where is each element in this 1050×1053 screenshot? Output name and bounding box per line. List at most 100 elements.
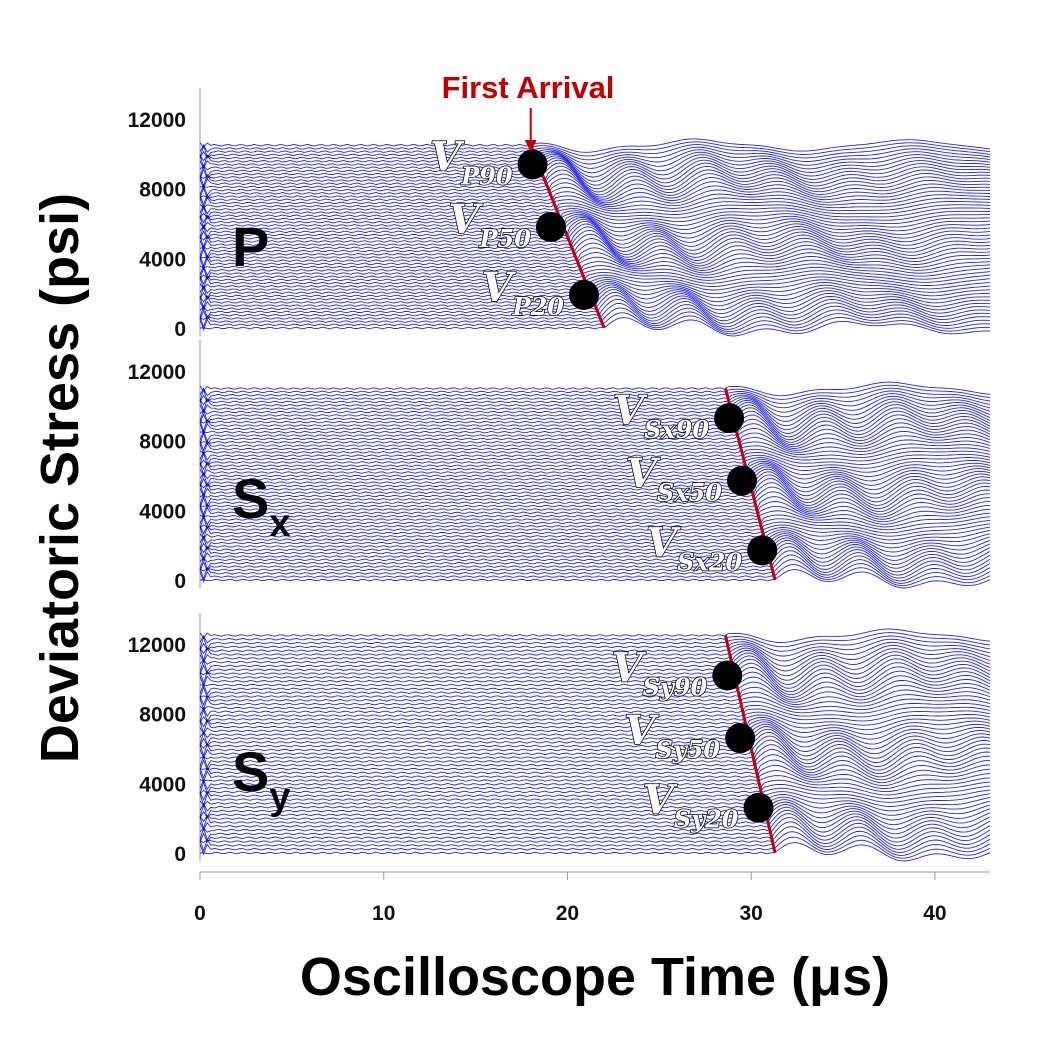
waveform-trace xyxy=(199,169,991,198)
waveform-trace xyxy=(200,671,991,698)
waveform-trace xyxy=(199,744,991,775)
waveform-trace xyxy=(199,155,991,182)
waveform-trace xyxy=(199,666,991,696)
waveform-trace xyxy=(199,708,991,723)
waveform-trace xyxy=(199,791,991,808)
waveform-trace xyxy=(199,804,991,830)
waveform-trace xyxy=(199,681,991,703)
waveform-trace xyxy=(199,265,991,281)
velocity-marker xyxy=(714,403,745,434)
waveform-trace xyxy=(199,638,991,657)
y-tick-label: 0 xyxy=(174,318,186,341)
waveform-trace xyxy=(199,478,991,510)
waveform-trace xyxy=(199,655,991,685)
velocity-label-subscript: Sy20 xyxy=(674,805,739,834)
waveform-trace xyxy=(199,662,991,693)
waveform-trace xyxy=(199,307,991,333)
waveform-trace xyxy=(199,427,991,449)
waveform-trace xyxy=(199,496,991,520)
waveform-trace xyxy=(199,151,991,174)
y-tick-label: 12000 xyxy=(128,361,186,384)
waveform-trace xyxy=(199,205,991,220)
waveform-trace xyxy=(199,223,991,255)
waveform-trace xyxy=(199,210,990,226)
waveform-trace xyxy=(199,202,991,215)
velocity-label-subscript: Sy50 xyxy=(655,735,720,764)
waveform-trace xyxy=(199,291,991,322)
waveform-trace xyxy=(199,652,991,681)
waveform-trace xyxy=(199,486,990,515)
x-axis-ticks: 0 10 20 30 40 xyxy=(194,871,990,925)
waveform-trace xyxy=(199,537,991,565)
waveform-trace xyxy=(199,459,991,477)
waveform-trace xyxy=(199,138,991,153)
waveform-trace xyxy=(199,686,991,706)
velocity-label-subscript: Sx20 xyxy=(677,547,742,576)
waveform-trace xyxy=(199,271,991,287)
waveform-trace xyxy=(199,387,991,404)
waveform-trace xyxy=(199,721,991,745)
waveform-trace xyxy=(199,635,991,652)
waveform-trace xyxy=(199,381,991,397)
waveform-trace xyxy=(199,233,991,264)
waveform-trace xyxy=(199,217,991,243)
y-axis-title: Deviatoric Stress (psi) xyxy=(30,193,90,763)
velocity-label: VSy20 xyxy=(643,777,739,834)
waveform-trace xyxy=(199,418,991,446)
waveform-trace xyxy=(199,312,990,335)
x-axis-title: Oscilloscope Time (μs) xyxy=(300,947,890,1007)
waveform-trace xyxy=(199,295,991,325)
waveform-trace xyxy=(199,401,991,431)
y-tick-label: 8000 xyxy=(139,704,186,727)
waveform-trace xyxy=(199,731,991,763)
waveform-trace xyxy=(199,501,991,523)
waveform-trace xyxy=(199,719,991,740)
y-tick-label: 8000 xyxy=(139,179,186,202)
waveform-trace xyxy=(199,540,991,569)
waveform-trace xyxy=(199,468,991,499)
velocity-marker xyxy=(517,149,548,180)
velocity-marker xyxy=(568,279,599,310)
panel-label-subscript: x xyxy=(269,503,290,545)
waveform-trace xyxy=(199,229,991,261)
waveform-trace xyxy=(199,809,991,839)
velocity-label-subscript: P20 xyxy=(512,292,565,321)
waveform-trace xyxy=(199,813,991,843)
waveform-trace xyxy=(199,564,991,587)
waveform-trace xyxy=(199,261,991,279)
first-arrival-annotation: First Arrival xyxy=(442,70,615,105)
waveform-trace xyxy=(199,764,991,787)
waveform-trace xyxy=(199,191,991,207)
waveform-trace xyxy=(199,165,991,196)
waveform-trace xyxy=(199,542,991,573)
waveform-trace xyxy=(199,505,991,525)
waveform-trace xyxy=(199,144,991,161)
waveform-trace xyxy=(199,242,991,269)
velocity-label: VSy50 xyxy=(624,707,720,764)
waveform-trace xyxy=(199,466,991,495)
waveform-trace xyxy=(199,700,991,714)
velocity-label-subscript: Sx90 xyxy=(644,415,709,444)
waveform-trace xyxy=(199,441,991,457)
waveform-trace xyxy=(199,410,991,441)
waveform-trace xyxy=(199,529,991,549)
waveform-trace xyxy=(199,739,991,771)
waveform-trace xyxy=(199,632,991,648)
waveform-trace xyxy=(199,554,991,582)
waveform-trace xyxy=(199,247,991,271)
waveform-trace xyxy=(199,735,991,767)
waveform-trace xyxy=(199,524,991,541)
y-tick-label: 12000 xyxy=(128,109,186,132)
y-tick-label: 4000 xyxy=(139,248,186,271)
waveform-trace xyxy=(199,474,991,506)
waveform-trace xyxy=(199,704,991,718)
waveform-trace xyxy=(199,559,991,584)
waveform-trace xyxy=(199,514,991,531)
waveform-trace xyxy=(199,195,991,211)
waveform-trace xyxy=(199,723,991,750)
waveform-trace xyxy=(199,199,991,212)
waveform-trace xyxy=(199,801,991,826)
